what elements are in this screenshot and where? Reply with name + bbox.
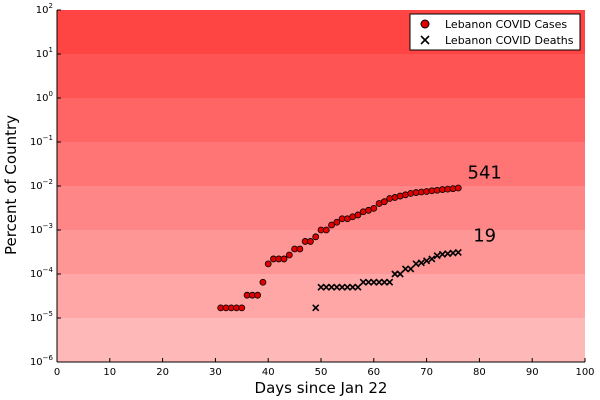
death-point bbox=[312, 304, 320, 312]
death-point bbox=[396, 270, 404, 278]
case-point bbox=[285, 251, 293, 259]
band-5 bbox=[57, 98, 585, 142]
death-point bbox=[354, 283, 362, 291]
legend-box bbox=[409, 13, 581, 51]
band-3 bbox=[57, 186, 585, 230]
background-bands bbox=[57, 10, 585, 362]
band-2 bbox=[57, 230, 585, 274]
death-point bbox=[333, 283, 341, 291]
band-1 bbox=[57, 274, 585, 318]
y-tick-label: 102 bbox=[36, 2, 53, 16]
death-point bbox=[454, 248, 462, 256]
legend: Lebanon COVID Cases Lebanon COVID Deaths bbox=[409, 13, 581, 51]
x-axis-title: Days since Jan 22 bbox=[255, 379, 388, 397]
annotations: 541 19 bbox=[468, 162, 502, 246]
death-point bbox=[349, 283, 357, 291]
y-tick-label: 100 bbox=[36, 90, 53, 104]
x-tick-label: 100 bbox=[575, 367, 594, 378]
death-point bbox=[433, 252, 441, 260]
death-point bbox=[370, 278, 378, 286]
x-tick-label: 0 bbox=[54, 367, 60, 378]
death-point bbox=[338, 283, 346, 291]
x-tick-label: 50 bbox=[315, 367, 328, 378]
death-point bbox=[412, 260, 420, 268]
annotation-0: 541 bbox=[468, 162, 502, 183]
y-tick-label: 10−4 bbox=[30, 266, 54, 280]
case-point bbox=[312, 233, 320, 241]
case-point bbox=[328, 221, 335, 229]
death-point bbox=[417, 259, 425, 267]
x-tick-label: 60 bbox=[367, 367, 380, 378]
x-tick-label: 90 bbox=[526, 367, 539, 378]
case-point bbox=[354, 211, 362, 219]
death-point bbox=[423, 257, 431, 265]
case-point bbox=[238, 304, 246, 312]
death-point bbox=[401, 265, 410, 273]
case-point bbox=[259, 278, 267, 286]
y-tick-label: 10−5 bbox=[30, 310, 53, 324]
y-tick-label: 10−3 bbox=[30, 222, 53, 236]
legend-label-deaths: Lebanon COVID Deaths bbox=[445, 34, 574, 47]
death-point bbox=[407, 265, 415, 273]
legend-marker-cases bbox=[420, 19, 430, 29]
x-tick-label: 20 bbox=[156, 367, 169, 378]
death-point bbox=[327, 283, 336, 291]
x-ticks: 0 10 20 30 40 50 60 70 80 90 100 bbox=[54, 358, 595, 378]
legend-label-cases: Lebanon COVID Cases bbox=[445, 18, 567, 31]
death-point bbox=[322, 283, 330, 291]
case-point bbox=[254, 291, 262, 299]
y-tick-label: 10−1 bbox=[30, 134, 53, 148]
band-6 bbox=[57, 54, 585, 98]
case-point bbox=[280, 255, 288, 263]
band-4 bbox=[57, 142, 585, 186]
case-point bbox=[380, 198, 388, 206]
x-tick-label: 30 bbox=[209, 367, 222, 378]
death-point bbox=[428, 255, 436, 263]
series-deaths bbox=[312, 248, 462, 312]
case-point bbox=[370, 204, 378, 212]
case-point bbox=[322, 226, 330, 234]
case-point bbox=[307, 238, 314, 245]
death-point bbox=[317, 283, 325, 291]
case-point bbox=[296, 245, 304, 253]
series-cases bbox=[217, 184, 462, 312]
death-point bbox=[380, 278, 388, 286]
death-point bbox=[359, 278, 367, 286]
x-tick-label: 40 bbox=[262, 367, 275, 378]
y-tick-label: 10−6 bbox=[30, 354, 54, 368]
death-point bbox=[386, 278, 394, 286]
legend-marker-deaths bbox=[420, 35, 430, 45]
death-point bbox=[391, 270, 399, 278]
death-point bbox=[375, 278, 383, 286]
x-tick-label: 70 bbox=[420, 367, 433, 378]
case-point bbox=[333, 218, 341, 226]
y-axis-title: Percent of Country bbox=[2, 115, 20, 255]
death-point bbox=[343, 283, 351, 291]
y-ticks: 10−6 10−5 10−4 10−3 10−2 10−1 100 101 102 bbox=[30, 2, 61, 368]
y-tick-label: 10−2 bbox=[30, 178, 53, 192]
case-point bbox=[264, 260, 272, 268]
death-point bbox=[364, 278, 373, 286]
x-tick-label: 80 bbox=[473, 367, 486, 378]
band-0 bbox=[57, 318, 585, 362]
case-point bbox=[454, 184, 462, 192]
annotation-1: 19 bbox=[473, 225, 496, 246]
y-tick-label: 101 bbox=[36, 46, 53, 60]
x-tick-label: 10 bbox=[103, 367, 116, 378]
